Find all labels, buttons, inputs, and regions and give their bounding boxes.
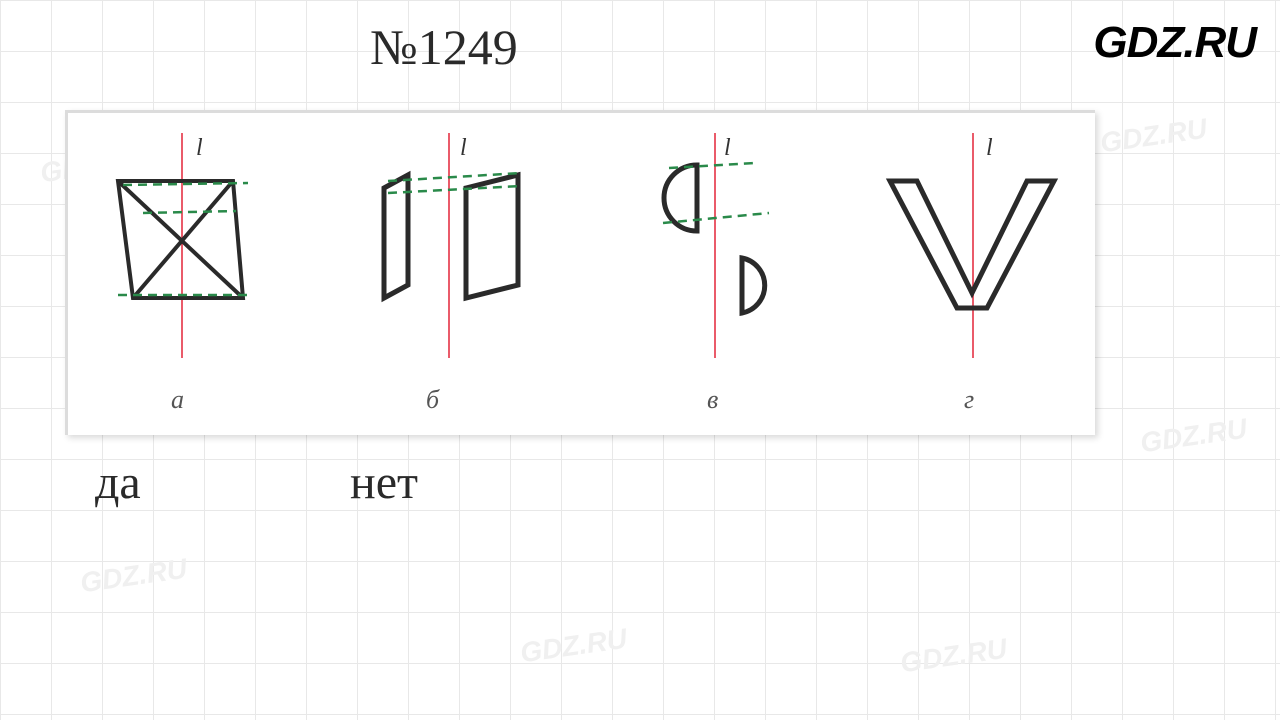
shape-b: [326, 113, 586, 373]
answer-a: да: [95, 455, 141, 510]
panel-letter: б: [426, 385, 439, 415]
panel-b: l б: [326, 113, 586, 435]
shape-v: [584, 113, 844, 373]
panel-a: l а: [68, 113, 328, 435]
problem-number: №1249: [370, 18, 518, 76]
panel-g: l г: [842, 113, 1098, 435]
shape-g: [842, 113, 1102, 373]
panel-letter: а: [171, 385, 184, 415]
panel-letter: в: [707, 385, 718, 415]
panel-letter: г: [964, 385, 974, 415]
figure-card: l а l б l в: [65, 110, 1095, 435]
site-logo: GDZ.RU: [1093, 18, 1256, 68]
answer-b: нет: [350, 455, 418, 510]
shape-a: [68, 113, 328, 373]
panel-v: l в: [584, 113, 844, 435]
